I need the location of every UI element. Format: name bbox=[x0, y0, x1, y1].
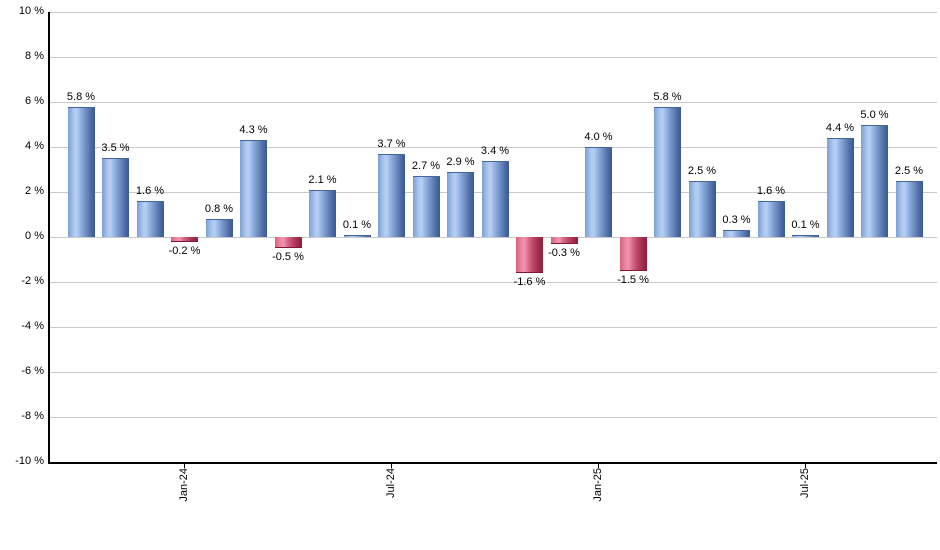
bar-value-label: 2.5 % bbox=[687, 164, 717, 177]
bar-value-label: 0.8 % bbox=[204, 203, 234, 215]
bar-value-label: 2.1 % bbox=[308, 173, 337, 186]
bar-value-label: 3.5 % bbox=[101, 142, 130, 155]
x-tick-label: Jan-25 bbox=[591, 468, 604, 502]
bar-positive bbox=[654, 106, 681, 237]
x-axis-tick bbox=[184, 462, 185, 468]
y-tick-label: -10 % bbox=[15, 455, 44, 467]
gridline bbox=[50, 282, 937, 283]
bar-value-label: 5.0 % bbox=[860, 108, 889, 121]
y-tick-label: -2 % bbox=[21, 275, 44, 287]
bar-positive bbox=[205, 219, 233, 237]
y-tick-label: 0 % bbox=[25, 230, 44, 242]
bar-positive bbox=[688, 180, 716, 237]
bar-negative bbox=[516, 237, 543, 273]
bar-value-label: -0.2 % bbox=[168, 244, 201, 257]
bar-value-label: -1.6 % bbox=[513, 276, 546, 288]
bar-positive bbox=[378, 153, 405, 237]
y-tick-label: -6 % bbox=[21, 365, 44, 377]
x-axis-tick bbox=[391, 462, 392, 468]
bar-positive bbox=[792, 234, 819, 237]
plot-area: 5.8 % 3.5 % 1.6 % -0.2 % 0.8 % 4.3 % -0.5 % 2.1… bbox=[50, 12, 937, 502]
bar-positive bbox=[412, 176, 440, 237]
y-tick-label: 4 % bbox=[25, 140, 44, 152]
bar-positive bbox=[136, 201, 164, 237]
bar-value-label: 1.6 % bbox=[756, 185, 786, 197]
bar-value-label: -0.5 % bbox=[272, 251, 304, 264]
bar-negative bbox=[550, 237, 578, 244]
bar-value-label: 3.7 % bbox=[377, 137, 406, 150]
bar-value-label: 5.8 % bbox=[66, 90, 96, 103]
gridline bbox=[50, 102, 937, 103]
y-tick-label: 10 % bbox=[18, 5, 44, 17]
y-tick-label: 8 % bbox=[25, 50, 44, 62]
bar-positive bbox=[102, 158, 129, 237]
bar-value-label: 2.5 % bbox=[894, 164, 924, 177]
y-tick-label: -8 % bbox=[21, 410, 44, 422]
bar-value-label: 2.9 % bbox=[446, 155, 475, 168]
bar-negative bbox=[619, 237, 647, 271]
bar-negative bbox=[274, 237, 302, 249]
gridline bbox=[50, 147, 937, 148]
bar-value-label: 0.3 % bbox=[722, 214, 751, 227]
gridline bbox=[50, 327, 937, 328]
y-tick-label: 6 % bbox=[25, 95, 44, 107]
bar-value-label: 0.1 % bbox=[791, 218, 820, 231]
bar-positive bbox=[240, 140, 267, 237]
bar-positive bbox=[447, 171, 474, 237]
bar-value-label: -1.5 % bbox=[617, 273, 649, 286]
x-axis-tick bbox=[805, 462, 806, 468]
bar-value-label: 3.4 % bbox=[480, 144, 510, 157]
gridline bbox=[50, 417, 937, 418]
bar-value-label: 4.4 % bbox=[825, 122, 855, 134]
bar-value-label: 1.6 % bbox=[135, 185, 165, 197]
gridline bbox=[50, 12, 937, 13]
x-axis-tick bbox=[598, 462, 599, 468]
bar-positive bbox=[861, 124, 888, 237]
bar-value-label: 4.3 % bbox=[239, 124, 268, 137]
bar-value-label: 0.1 % bbox=[342, 218, 372, 231]
bar-positive bbox=[723, 230, 750, 237]
x-tick-label: Jul-25 bbox=[798, 468, 811, 498]
y-axis-line bbox=[48, 12, 50, 464]
bar-positive bbox=[343, 234, 371, 237]
bar-value-label: 5.8 % bbox=[653, 90, 682, 103]
bar-positive bbox=[481, 160, 509, 237]
gridline bbox=[50, 237, 937, 238]
y-tick-label: 2 % bbox=[25, 185, 44, 197]
bar-value-label: -0.3 % bbox=[548, 246, 580, 259]
bar-positive bbox=[67, 106, 95, 237]
x-tick-label: Jan-24 bbox=[177, 468, 190, 502]
x-axis-line bbox=[50, 462, 937, 464]
bar-positive bbox=[757, 201, 785, 237]
gridline bbox=[50, 372, 937, 373]
gridline bbox=[50, 57, 937, 58]
y-tick-label: -4 % bbox=[21, 320, 44, 332]
x-tick-label: Jul-24 bbox=[384, 468, 397, 498]
bar-negative bbox=[171, 237, 198, 242]
bar-value-label: 4.0 % bbox=[584, 131, 613, 143]
bar-positive bbox=[585, 147, 612, 237]
bar-positive bbox=[826, 138, 854, 237]
bar-positive bbox=[309, 189, 336, 237]
bar-value-label: 2.7 % bbox=[411, 160, 441, 173]
bar-positive bbox=[895, 180, 923, 237]
